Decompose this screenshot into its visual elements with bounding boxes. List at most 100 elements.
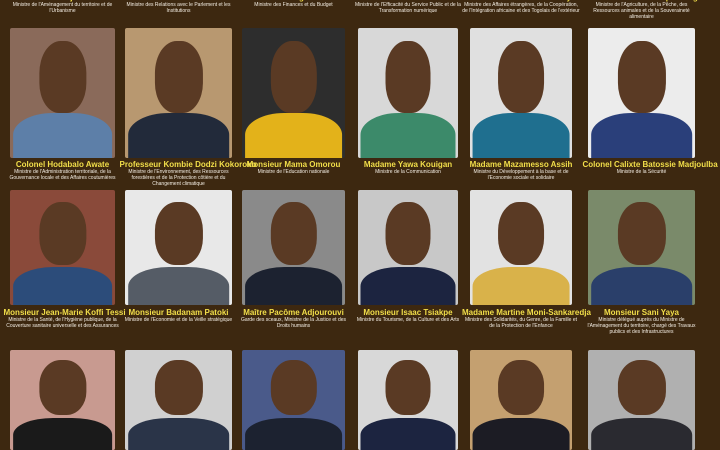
caption: Madame Mazamesso Assih Ministre du Dévelo…: [462, 160, 580, 181]
minister-photo: [470, 28, 572, 158]
minister-photo: [125, 28, 232, 158]
face: [385, 201, 431, 265]
suit: [472, 113, 570, 158]
minister-role: Ministre de l'Agriculture, de la Pêche, …: [593, 2, 690, 20]
caption-top-2: Professeur Gilbert BawaraMinistre des Re…: [120, 0, 238, 14]
minister-name: Professeur Gilbert Bawara: [120, 0, 238, 2]
suit: [472, 418, 570, 450]
suit: [127, 113, 230, 158]
suit: [590, 266, 693, 305]
face: [385, 41, 431, 113]
caption: Colonel Hodabalo Awate Ministre de l'Admi…: [4, 160, 122, 181]
minister-photo: [10, 350, 115, 450]
suit: [244, 266, 343, 305]
suit: [127, 418, 230, 450]
minister-name: Maître Pacôme Adjourouvi: [243, 308, 344, 317]
minister-role: Ministre de l'Education nationale: [257, 169, 330, 175]
minister-role: Ministre de la Sécurité: [616, 169, 667, 175]
minister-name: Monsieur Antoine Lekpa Gbegbeni: [583, 0, 715, 2]
face: [270, 41, 317, 113]
minister-role: Ministre des Affaires étrangères, de la …: [462, 2, 580, 14]
suit: [12, 266, 113, 305]
face: [498, 360, 544, 415]
minister-photo: [588, 190, 695, 305]
face: [617, 360, 666, 415]
minister-photo: [358, 190, 458, 305]
face: [154, 201, 203, 265]
suit: [127, 266, 230, 305]
suit: [590, 418, 693, 450]
caption: Monsieur Sani Yaya Ministre délégué auprè…: [583, 308, 701, 335]
face: [154, 41, 203, 113]
minister-role: Ministre de la Communication: [375, 169, 441, 175]
face: [154, 360, 203, 415]
caption: Monsieur Badanam Patoki Ministre de l'Eco…: [120, 308, 238, 323]
caption-top-1: Monsieur Kodjo AdedzeMinistre de l'Aména…: [4, 0, 122, 14]
face: [498, 41, 544, 113]
minister-name: Colonel Hodabalo Awate: [15, 160, 110, 169]
face: [617, 201, 666, 265]
face: [38, 201, 87, 265]
face: [38, 360, 87, 415]
minister-role: Ministre de l'Economie et de la Veille s…: [124, 317, 233, 323]
caption: Monsieur Mama Omorou Ministre de l'Educat…: [235, 160, 353, 175]
caption: Monsieur Jean-Marie Koffi Tessi Ministre …: [3, 308, 126, 329]
caption: Madame Yawa Kouigan Ministre de la Commun…: [349, 160, 467, 175]
minister-photo: [470, 190, 572, 305]
minister-photo: [588, 28, 695, 158]
caption: Maître Pacôme Adjourouvi Garde des sceaux…: [235, 308, 353, 329]
face: [617, 41, 666, 113]
suit: [244, 113, 343, 158]
suit: [360, 418, 456, 450]
face: [38, 41, 87, 113]
minister-photo: [588, 350, 695, 450]
minister-name: Colonel Calixte Batossie Madjoulba: [582, 160, 718, 169]
minister-role: Ministre des Solidarités, du Genre, de l…: [465, 317, 577, 329]
suit: [360, 266, 456, 305]
minister-name: Madame Mazamesso Assih: [469, 160, 573, 169]
minister-role: Ministre des Relations avec le Parlement…: [126, 2, 231, 14]
minister-photo: [10, 190, 115, 305]
minister-photo: [358, 28, 458, 158]
minister-photo: [125, 190, 232, 305]
minister-photo: [125, 350, 232, 450]
minister-role: Garde des sceaux, Ministre de la Justice…: [240, 317, 347, 329]
face: [270, 360, 317, 415]
minister-name: Monsieur Sani Yaya: [604, 308, 679, 317]
caption: Monsieur Isaac Tsiakpe Ministre du Touris…: [349, 308, 467, 323]
caption-top-6: Monsieur Antoine Lekpa GbegbeniMinistre …: [583, 0, 715, 20]
minister-role: Ministre de l'Aménagement du territoire …: [12, 2, 113, 14]
caption-top-3: Monsieur Georges BarcolaMinistre des Fin…: [235, 0, 353, 8]
minister-name: Madame Martine Moni-Sankaredja: [462, 308, 591, 317]
minister-name: Professeur Kombie Dodzi Kokoroko: [119, 160, 257, 169]
suit: [472, 266, 570, 305]
minister-role: Ministre de l'Efficacité du Service Publ…: [355, 2, 461, 14]
minister-name: Monsieur Georges Barcola: [235, 0, 353, 2]
minister-role: Ministre du Développement à la base et d…: [473, 169, 569, 181]
minister-photo: [242, 190, 345, 305]
face: [385, 360, 431, 415]
minister-photo: [242, 350, 345, 450]
minister-role: Ministre de la Santé, de l'Hygiène publi…: [6, 317, 119, 329]
suit: [12, 113, 113, 158]
minister-name: Monsieur Jean-Marie Koffi Tessi: [3, 308, 126, 317]
minister-name: Monsieur Mama Omorou: [246, 160, 341, 169]
suit: [244, 418, 343, 450]
minister-role: Ministre du Tourisme, de la Culture et d…: [356, 317, 460, 323]
caption-top-5: Professeur Robert DusseyMinistre des Aff…: [462, 0, 580, 14]
suit: [360, 113, 456, 158]
minister-name: Madame Yawa Kouigan: [363, 160, 453, 169]
minister-photo: [10, 28, 115, 158]
suit: [12, 418, 113, 450]
minister-photo: [470, 350, 572, 450]
caption: Colonel Calixte Batossie Madjoulba Minist…: [582, 160, 718, 175]
minister-role: Ministre de l'Environnement, des Ressour…: [128, 169, 229, 187]
suit: [590, 113, 693, 158]
face: [270, 201, 317, 265]
caption: Madame Martine Moni-Sankaredja Ministre d…: [462, 308, 591, 329]
minister-photo: [242, 28, 345, 158]
minister-name: Monsieur Isaac Tsiakpe: [363, 308, 453, 317]
minister-role: Ministre délégué auprès du Ministre de l…: [587, 317, 696, 335]
caption-top-4: Madame Cina LawsonMinistre de l'Efficaci…: [349, 0, 467, 14]
face: [498, 201, 544, 265]
